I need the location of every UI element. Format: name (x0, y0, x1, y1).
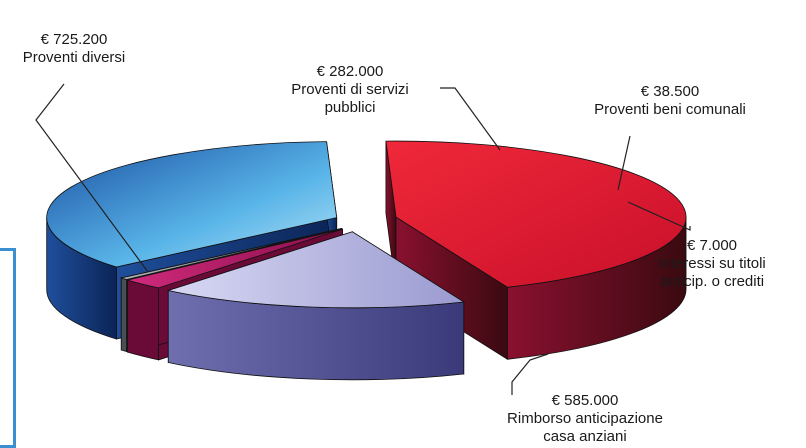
pie-slice-top (46, 141, 338, 268)
slice-value-label: € 585.000 (552, 392, 619, 409)
slice-name-label: anticip. o crediti (660, 273, 764, 290)
pie-slice-top (166, 231, 465, 309)
leader-line (511, 353, 549, 395)
slice-name-label: casa anziani (543, 428, 626, 445)
slice-value-label: € 725.200 (41, 31, 108, 48)
pie-slice-wall (120, 277, 127, 353)
pie-slice-top (125, 228, 343, 289)
pie-slice-1 (166, 231, 465, 381)
slice-name-label: Proventi di servizi (291, 81, 409, 98)
pie-slice-wall (127, 279, 159, 361)
slice-name-label: Rimborso anticipazione (507, 410, 663, 427)
side-frame-decoration (0, 248, 16, 448)
pie-slice-top (119, 228, 342, 280)
pie-slice-top (385, 140, 687, 288)
slice-name-label: Interessi su titoli (658, 255, 766, 272)
leader-line (440, 87, 501, 151)
slice-name-label: Proventi diversi (23, 49, 126, 66)
slice-name-label: pubblici (325, 99, 376, 116)
leader-line (617, 135, 631, 191)
slice-value-label: € 7.000 (687, 237, 737, 254)
leader-line (35, 83, 149, 273)
slice-value-label: € 38.500 (641, 83, 699, 100)
slice-name-label: Proventi beni comunali (594, 101, 746, 118)
slice-value-label: € 282.000 (317, 63, 384, 80)
leader-line (627, 201, 691, 231)
